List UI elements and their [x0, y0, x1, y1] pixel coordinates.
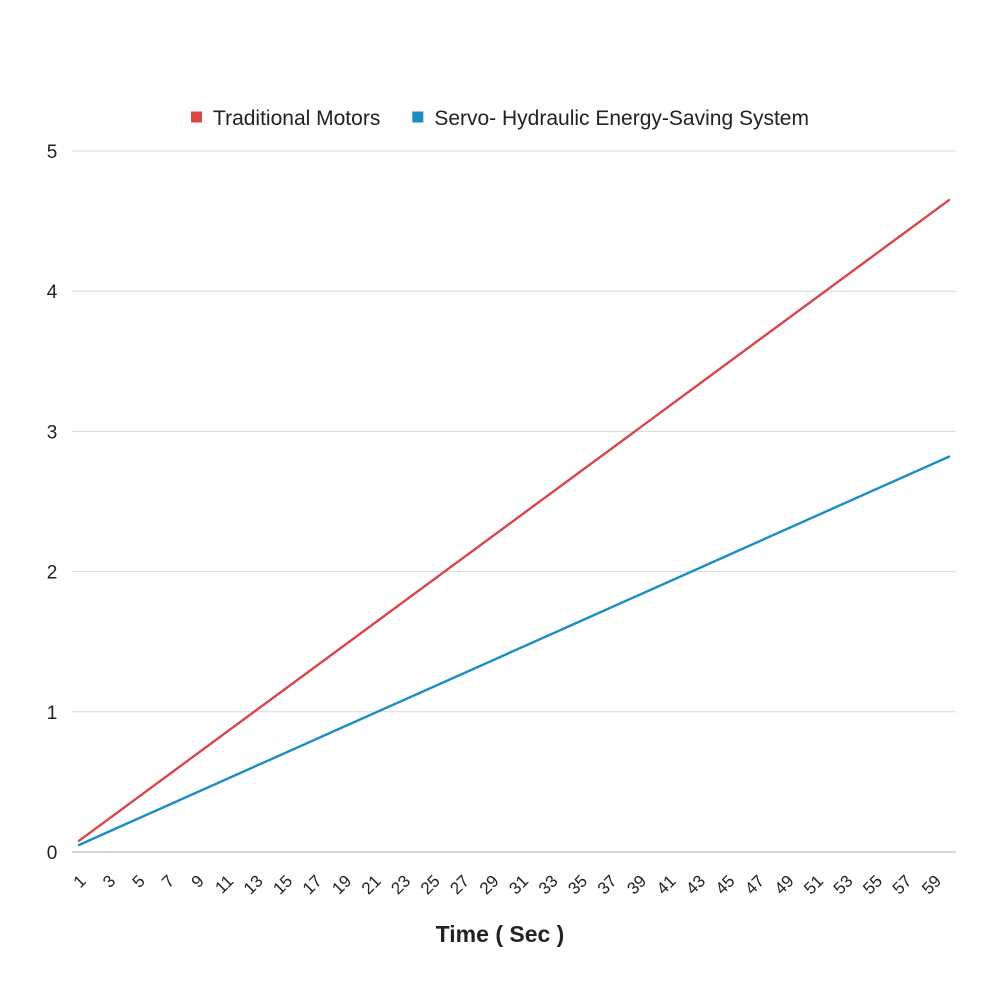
x-tick-label: 39	[623, 871, 650, 898]
legend-swatch	[191, 111, 203, 123]
x-tick-label: 23	[387, 871, 414, 898]
y-tick-label: 0	[47, 843, 58, 864]
x-tick-label: 59	[918, 871, 945, 898]
x-tick-label: 11	[211, 871, 237, 897]
x-tick-label: 53	[830, 871, 857, 898]
x-tick-label: 31	[505, 871, 532, 898]
x-tick-label: 43	[682, 871, 709, 898]
x-tick-label: 21	[358, 871, 385, 898]
x-tick-label: 35	[564, 871, 591, 898]
legend-label: Servo- Hydraulic Energy-Saving System	[434, 107, 809, 130]
x-tick-label: 37	[594, 871, 621, 898]
x-tick-label: 17	[299, 871, 326, 898]
x-tick-label: 57	[889, 871, 916, 898]
x-tick-label: 3	[99, 871, 119, 891]
legend-item-1: Traditional Motors	[191, 107, 380, 130]
y-tick-label: 5	[47, 142, 58, 163]
legend-swatch	[412, 111, 424, 123]
series-line-2	[77, 455, 951, 847]
y-tick-label: 2	[47, 563, 58, 584]
x-tick-label: 55	[859, 871, 886, 898]
x-tick-label: 5	[129, 871, 149, 891]
x-axis-title: Time ( Sec )	[436, 921, 565, 947]
x-tick-label: 45	[712, 871, 739, 898]
y-tick-label: 3	[47, 422, 58, 443]
series-line-1	[77, 198, 951, 842]
x-tick-label: 13	[240, 871, 267, 898]
x-tick-label: 41	[653, 871, 680, 898]
x-tick-label: 7	[158, 871, 178, 891]
x-tick-label: 33	[535, 871, 562, 898]
x-tick-label: 47	[741, 871, 768, 898]
x-tick-label: 29	[476, 871, 503, 898]
legend-label: Traditional Motors	[213, 107, 380, 130]
x-tick-label: 1	[70, 871, 90, 891]
x-tick-label: 15	[269, 871, 296, 898]
x-tick-label: 19	[328, 871, 355, 898]
x-tick-label: 25	[417, 871, 444, 898]
x-tick-label: 49	[771, 871, 798, 898]
y-tick-label: 1	[47, 703, 58, 724]
y-tick-label: 4	[47, 282, 58, 303]
legend-item-2: Servo- Hydraulic Energy-Saving System	[412, 107, 809, 130]
x-tick-label: 9	[188, 871, 208, 891]
x-tick-label: 27	[446, 871, 473, 898]
x-tick-label: 51	[800, 871, 827, 898]
